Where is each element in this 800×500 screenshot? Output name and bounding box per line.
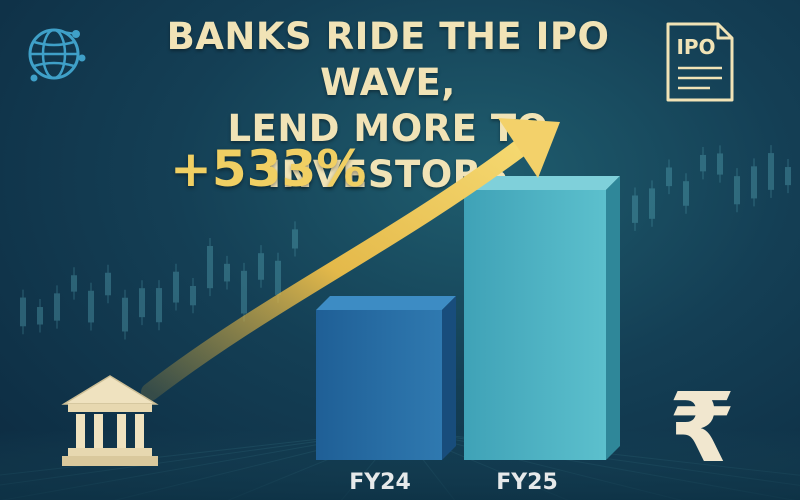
category-label-fy24: FY24 xyxy=(349,470,411,495)
growth-percentage: +533% xyxy=(170,140,367,198)
bar-side xyxy=(442,296,456,460)
rupee-symbol: ₹ xyxy=(669,375,736,475)
headline-line-1: BANKS RIDE THE IPO WAVE, xyxy=(166,15,610,104)
bank-building-icon xyxy=(61,375,159,466)
ipo-document-label: IPO xyxy=(676,35,715,59)
ipo-document-icon: IPO xyxy=(666,22,734,102)
category-label-fy25: FY25 xyxy=(496,470,558,495)
growth-arrow-icon xyxy=(141,139,529,401)
rupee-icon: ₹ xyxy=(669,375,736,475)
globe-icon xyxy=(28,28,86,82)
bar-top xyxy=(464,176,620,190)
bar-front xyxy=(464,190,606,460)
bar-fy24 xyxy=(316,296,456,460)
bar-side xyxy=(606,176,620,460)
bar-fy25 xyxy=(464,176,620,460)
bar-top xyxy=(316,296,456,310)
bar-front xyxy=(316,310,442,460)
growth-arrow-head xyxy=(498,118,560,178)
